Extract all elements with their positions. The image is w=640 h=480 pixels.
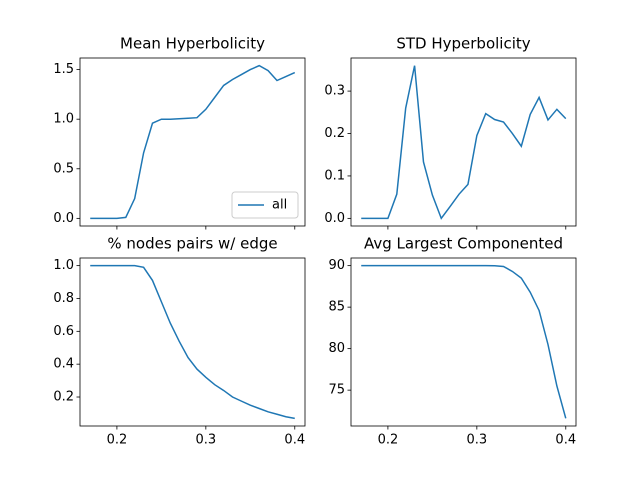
data-line <box>90 264 295 420</box>
axes-frame <box>79 57 306 227</box>
chart-title: % nodes pairs w/ edge <box>107 235 277 253</box>
y-tick-label: 1.0 <box>53 258 74 273</box>
x-tick-label: 0.4 <box>555 433 576 448</box>
chart-title: STD Hyperbolicity <box>396 35 530 53</box>
y-tick-label: 0.1 <box>324 168 345 183</box>
axes-frame <box>350 57 577 227</box>
y-tick-label: 0.5 <box>53 161 74 176</box>
y-tick-label: 0.2 <box>53 390 74 405</box>
axes-frame <box>79 257 306 427</box>
y-tick-label: 85 <box>328 300 345 315</box>
y-tick-label: 1.5 <box>53 62 74 77</box>
data-line <box>361 264 567 419</box>
y-tick-label: 0.3 <box>324 84 345 99</box>
legend-box <box>231 191 299 219</box>
y-tick-label: 0.8 <box>53 291 74 306</box>
y-tick-label: 0.4 <box>53 357 74 372</box>
x-tick-label: 0.3 <box>195 433 216 448</box>
y-tick-label: 75 <box>328 383 345 398</box>
chart-title: Avg Largest Componented <box>364 235 563 253</box>
y-tick-label: 0.2 <box>324 126 345 141</box>
x-tick-label: 0.4 <box>284 433 305 448</box>
x-tick-label: 0.2 <box>378 433 399 448</box>
x-tick-label: 0.2 <box>107 433 128 448</box>
legend-label: all <box>272 198 287 213</box>
data-line <box>361 65 567 220</box>
x-tick-label: 0.3 <box>466 433 487 448</box>
y-tick-label: 90 <box>328 258 345 273</box>
y-tick-label: 1.0 <box>53 112 74 127</box>
axes-frame <box>350 257 577 427</box>
data-line <box>90 64 296 220</box>
y-tick-label: 0.6 <box>53 324 74 339</box>
chart-title: Mean Hyperbolicity <box>120 35 265 53</box>
y-tick-label: 0.0 <box>324 211 345 226</box>
y-tick-label: 0.0 <box>53 211 74 226</box>
y-tick-label: 80 <box>328 341 345 356</box>
